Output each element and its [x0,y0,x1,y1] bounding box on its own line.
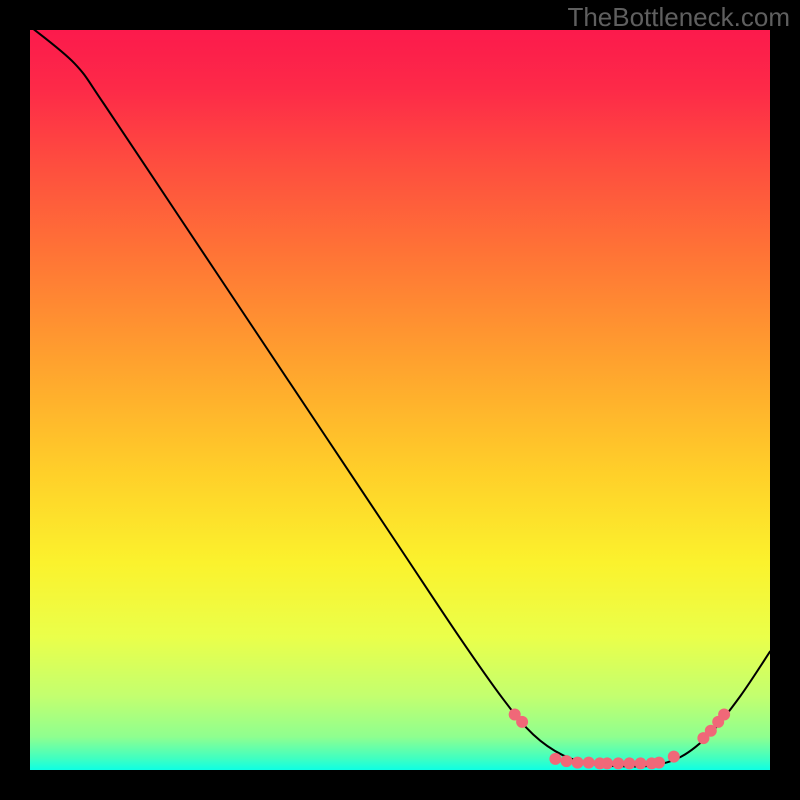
chart-gradient-bg [30,30,770,770]
marker-point [612,757,624,769]
marker-point [601,757,613,769]
marker-point [718,709,730,721]
marker-point [561,755,573,767]
marker-point [516,716,528,728]
marker-point [623,757,635,769]
marker-point [653,757,665,769]
marker-point [635,757,647,769]
marker-point [572,757,584,769]
marker-point [668,751,680,763]
watermark-text: TheBottleneck.com [567,2,790,33]
marker-point [549,753,561,765]
marker-point [583,757,595,769]
bottleneck-chart [0,0,800,800]
